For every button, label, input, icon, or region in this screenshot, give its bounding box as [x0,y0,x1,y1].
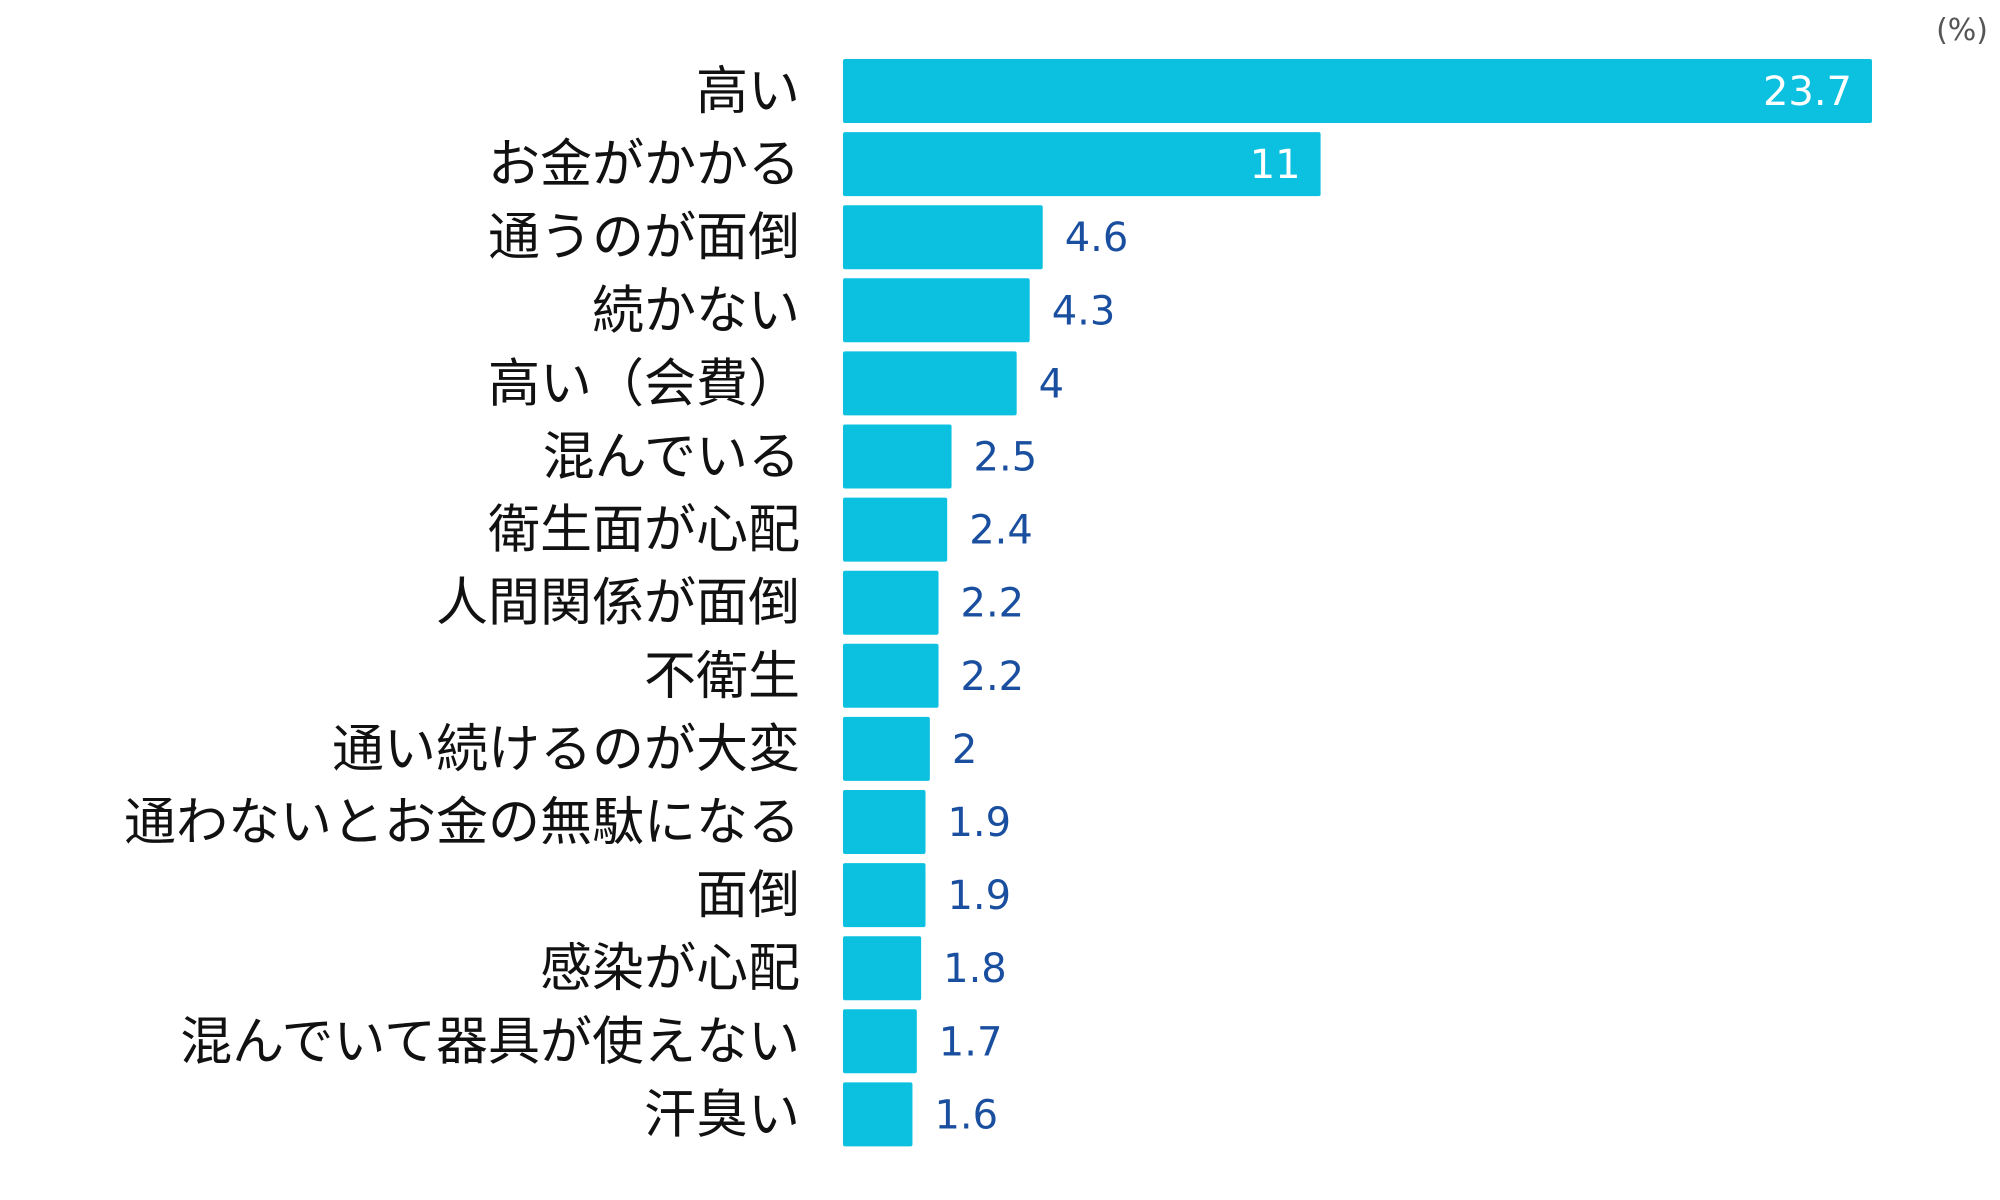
bar [843,863,926,928]
data-label: 2.5 [974,435,1038,481]
data-label: 2.2 [961,654,1025,700]
category-label: 続かない [592,281,800,341]
category-label: 汗臭い [644,1085,800,1145]
data-label: 11 [1250,142,1301,188]
category-label: 通うのが面倒 [488,208,800,268]
category-label: 高い [696,62,800,122]
bar [843,936,922,1001]
category-label: 不衛生 [644,647,800,707]
category-label: お金がかかる [488,135,800,195]
category-label: 感染が心配 [540,939,800,999]
bar [843,497,948,562]
data-label: 2.2 [961,581,1025,627]
bar [843,643,939,708]
data-label: 4.3 [1052,288,1116,334]
bar [843,1082,913,1147]
data-label: 4 [1039,361,1064,407]
data-label: 2.4 [969,508,1033,554]
bar [843,132,1321,197]
bar [843,716,930,781]
data-label: 2 [952,727,977,773]
category-label: 衛生面が心配 [488,501,800,561]
category-label: 通わないとお金の無駄になる [124,793,800,853]
bar [843,790,926,854]
category-label: 混んでいる [543,428,800,488]
bar [843,59,1872,123]
data-label: 1.9 [947,800,1011,846]
category-label: 面倒 [696,866,800,926]
category-label: 高い（会費） [488,354,800,414]
data-label: 1.7 [939,1019,1003,1065]
bar [843,570,939,635]
bar [843,351,1017,416]
data-label: 1.6 [934,1092,998,1138]
data-label: 1.9 [947,873,1011,919]
unit-label: (%) [1936,13,1988,48]
data-label: 1.8 [943,946,1007,992]
category-label: 人間関係が面倒 [436,574,800,634]
bar [843,424,952,489]
category-label: 混んでいて器具が使えない [180,1012,800,1072]
data-label: 4.6 [1065,215,1129,261]
bar [843,278,1030,343]
bars-group: 高い 23.7 お金がかかる 11 通うのが面倒 4.6 続かない 4.3 高い（会費） 4 混んで… [124,59,1872,1147]
bar [843,1009,917,1074]
bar [843,205,1043,270]
category-label: 通い続けるのが大変 [332,720,800,780]
data-label: 23.7 [1763,69,1852,115]
